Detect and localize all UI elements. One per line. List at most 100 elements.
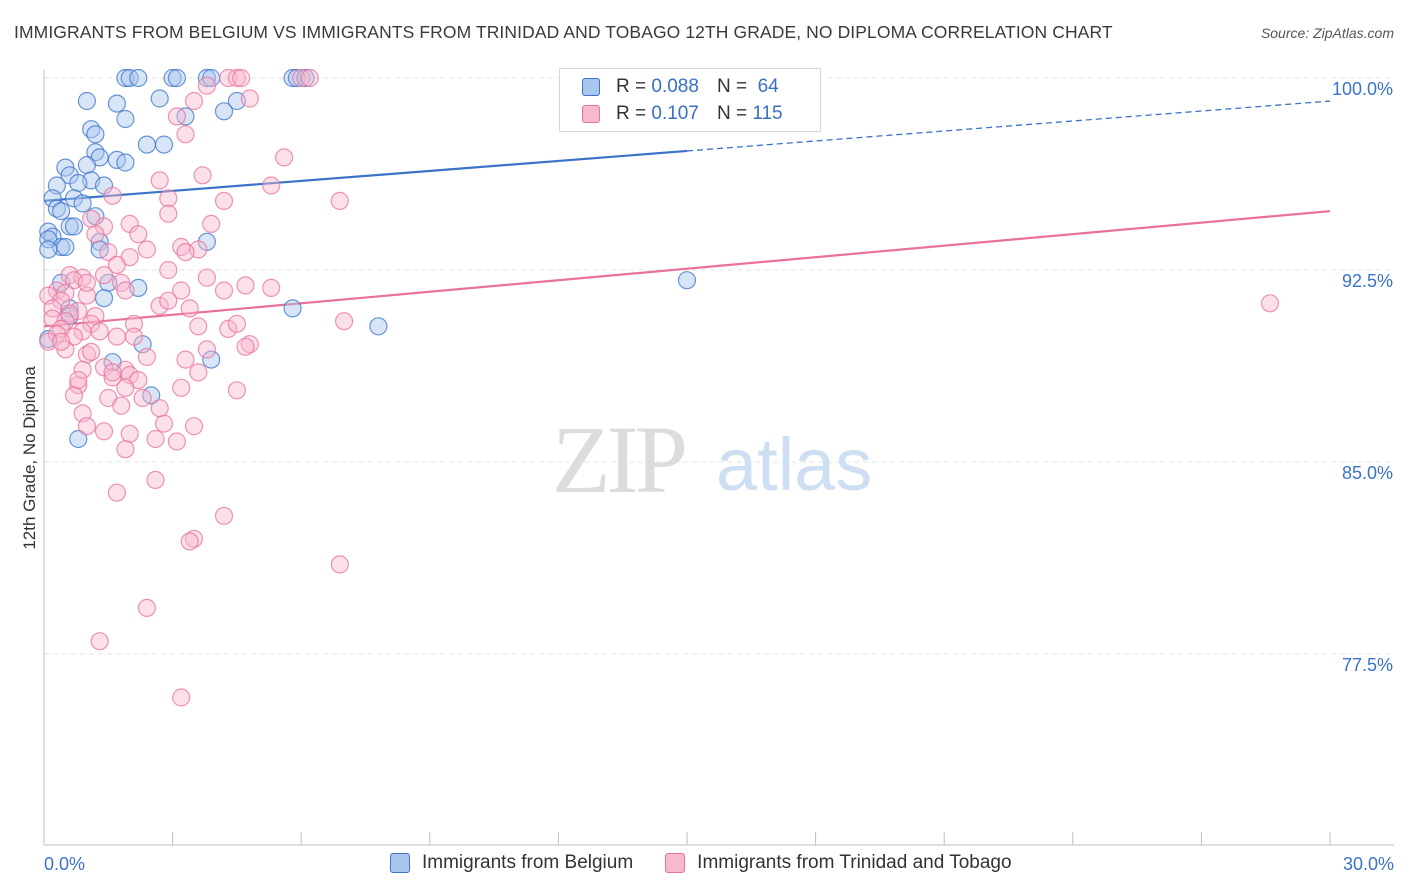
trinidad-point (107, 255, 127, 274)
legend-item-belgium[interactable]: Immigrants from Belgium (390, 852, 633, 874)
trinidad-point (172, 378, 191, 397)
trinidad-point (116, 378, 135, 397)
trinidad-point (103, 368, 122, 387)
belgium-swatch (582, 78, 600, 96)
trinidad-point (69, 371, 88, 390)
legend-row-belgium: R = 0.088 N = 64 (582, 74, 779, 100)
trinidad-point (90, 322, 109, 341)
trinidad-point (150, 171, 169, 190)
belgium-point (94, 289, 114, 308)
trinidad-point (159, 204, 178, 223)
legend-item-trinidad[interactable]: Immigrants from Trinidad and Tobago (665, 852, 1012, 874)
belgium-point (197, 68, 216, 88)
trinidad-point (146, 429, 165, 449)
belgium-point (64, 217, 84, 236)
trinidad-point (51, 332, 71, 351)
trinidad-point (330, 555, 349, 574)
trinidad-point (176, 125, 195, 144)
trinidad-point (214, 281, 234, 300)
belgium-point (73, 194, 92, 213)
trinidad-point (94, 422, 114, 441)
y-tick-label: 77.5% (1342, 655, 1393, 675)
belgium-point (116, 153, 135, 172)
legend-r-label: R = (616, 76, 647, 97)
belgium-point (369, 317, 388, 336)
trinidad-point (112, 396, 131, 415)
series-legend: Immigrants from Belgium Immigrants from … (390, 852, 1044, 874)
trinidad-point (330, 191, 349, 210)
data-points (39, 68, 1280, 707)
trinidad-point (150, 399, 169, 418)
trinidad-trend-line (43, 210, 1331, 328)
belgium-point (214, 102, 234, 121)
belgium-point (51, 202, 71, 221)
trinidad-point (219, 319, 238, 338)
trinidad-point (214, 191, 234, 210)
trinidad-point (180, 299, 199, 318)
legend-n-value: 115 (752, 103, 783, 124)
trinidad-point (124, 314, 144, 333)
legend-label-trinidad: Immigrants from Trinidad and Tobago (697, 852, 1012, 873)
y-tick-label: 85.0% (1342, 463, 1393, 483)
trinidad-point (90, 632, 109, 651)
trinidad-point (240, 89, 259, 108)
x-tick-label: 30.0% (1343, 854, 1394, 874)
trinidad-point (335, 312, 354, 331)
trinidad-point (262, 176, 281, 195)
trinidad-point (300, 68, 319, 88)
belgium-point (116, 68, 135, 88)
trinidad-point (172, 688, 191, 707)
trinidad-swatch (582, 105, 600, 123)
trinidad-point (167, 107, 186, 126)
trinidad-point (167, 432, 186, 451)
trinidad-point (202, 214, 221, 233)
belgium-point (77, 91, 97, 111)
trinidad-point (236, 276, 255, 295)
chart-title: IMMIGRANTS FROM BELGIUM VS IMMIGRANTS FR… (14, 22, 1113, 42)
trinidad-point (262, 278, 281, 297)
legend-r-label: R = (616, 103, 647, 124)
trinidad-point (214, 506, 234, 525)
trinidad-point (176, 243, 195, 262)
trinidad-point (232, 68, 251, 88)
belgium-point (163, 68, 182, 88)
trinidad-point (150, 296, 169, 315)
watermark-atlas: atlas (716, 423, 872, 506)
trend-lines (43, 100, 1331, 328)
trinidad-point (227, 381, 246, 400)
trinidad-point (129, 225, 148, 244)
trinidad-point (73, 360, 92, 379)
trinidad-point (159, 260, 178, 280)
trinidad-point (189, 363, 208, 382)
trinidad-point (236, 337, 255, 356)
trinidad-swatch (665, 853, 686, 873)
y-tick-label: 92.5% (1342, 271, 1393, 291)
trinidad-point (159, 291, 178, 310)
belgium-point (283, 299, 302, 318)
belgium-point (69, 429, 88, 449)
trinidad-point (86, 225, 105, 244)
trinidad-point (103, 363, 122, 382)
belgium-point (107, 94, 127, 113)
trinidad-point (146, 470, 165, 489)
trinidad-point (103, 186, 122, 205)
belgium-swatch (390, 853, 410, 873)
trinidad-point (99, 243, 118, 262)
trinidad-point (176, 350, 195, 369)
belgium-point (677, 271, 697, 290)
trinidad-point (172, 281, 191, 300)
trinidad-point (77, 417, 97, 436)
belgium-point (154, 135, 174, 154)
trinidad-point (180, 532, 199, 551)
trinidad-point (159, 189, 178, 208)
trinidad-point (77, 273, 97, 292)
trinidad-point (116, 440, 135, 459)
trinidad-point (43, 299, 62, 318)
trinidad-point (124, 327, 144, 346)
trinidad-point (154, 414, 174, 433)
belgium-point (129, 68, 148, 88)
belgium-point (167, 68, 186, 88)
watermark: ZIP atlas (552, 406, 872, 513)
trinidad-point (184, 91, 204, 111)
trinidad-point (227, 68, 246, 88)
